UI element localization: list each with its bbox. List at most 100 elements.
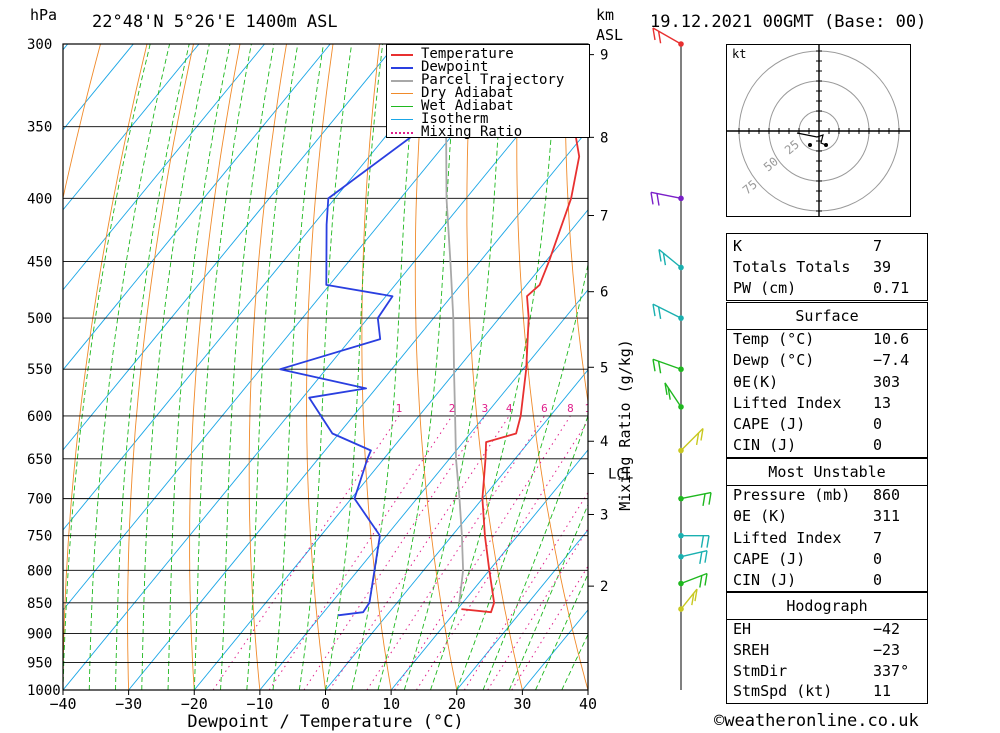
- wet-adiabat-line: [246, 44, 299, 690]
- hodograph-unit-label: kt: [732, 47, 746, 61]
- wet-adiabat-line: [377, 44, 459, 690]
- temperature-tick-label: −20: [181, 695, 208, 713]
- pressure-tick-label: 400: [27, 191, 52, 207]
- parcel-swatch: [391, 80, 413, 82]
- wet-adiabat-line: [272, 44, 324, 690]
- surface-title: Surface: [795, 307, 859, 325]
- copyright-link[interactable]: ©weatheronline.co.uk: [714, 711, 919, 731]
- wind-barb-flag: [704, 573, 708, 586]
- wind-barb-flag: [652, 303, 656, 317]
- km-tick-label: 5: [600, 360, 608, 376]
- wind-level-dot: [678, 447, 684, 454]
- hodograph-ring-label-50: 50: [761, 154, 781, 174]
- pressure-tick-label: 600: [27, 409, 52, 425]
- isotherm-line: [63, 44, 397, 451]
- wind-level-dot: [678, 195, 684, 202]
- wind-barb-flag: [702, 493, 706, 506]
- dewpoint-line: [279, 44, 453, 617]
- dry-adiabat-swatch: [391, 93, 413, 94]
- wind-barb: [680, 491, 712, 500]
- km-tick-label: 9: [600, 48, 608, 64]
- datetime-title: 19.12.2021 00GMT (Base: 00): [650, 12, 927, 32]
- mixing-ratio-axis-label: Mixing Ratio (g/kg): [616, 339, 634, 511]
- surface-row-temp: Temp (°C) 10.6: [733, 330, 910, 348]
- wet-adiabat-line: [508, 503, 588, 690]
- wind-barb: [658, 248, 682, 269]
- wind-barb-flag: [700, 535, 705, 548]
- temperature-tick-label: −10: [246, 695, 273, 713]
- pressure-tick-label: 700: [27, 492, 52, 508]
- wind-barb-flag: [699, 551, 703, 565]
- wind-barb: [652, 303, 682, 319]
- isotherm-line: [0, 44, 2, 690]
- wet-adiabat-line: [351, 44, 419, 690]
- hodograph-trace: [796, 132, 827, 146]
- temperature-tick-label: 40: [579, 695, 597, 713]
- hodo-row-stmdir: StmDir 337°: [733, 662, 910, 680]
- dry-adiabat-line: [466, 44, 523, 690]
- surface-panel: Surface Temp (°C) 10.6 Dewp (°C) −7.4 θE(K…: [726, 302, 928, 458]
- wind-barb-flag: [650, 192, 654, 205]
- index-row-totals: Totals Totals 39: [733, 258, 892, 276]
- temperature-tick-label: −30: [115, 695, 142, 713]
- isotherm-line: [325, 369, 588, 690]
- wet-adiabat-line: [325, 44, 384, 690]
- pressure-unit-label: hPa: [30, 6, 58, 24]
- wind-barb-flag: [694, 588, 698, 602]
- dry-adiabat-line: [938, 44, 1000, 690]
- wet-adiabat-line: [115, 44, 190, 690]
- km-tick-label: 8: [600, 130, 608, 146]
- wind-level-dot: [678, 553, 684, 560]
- wet-adiabat-line: [63, 44, 151, 690]
- wet-adiabat-swatch: [391, 106, 413, 107]
- wind-barb-flag: [691, 592, 695, 606]
- wind-barb-flag: [700, 428, 704, 441]
- hodograph-markers: [808, 143, 828, 147]
- pressure-tick-label: 800: [27, 563, 52, 579]
- most-unstable-title: Most Unstable: [768, 463, 886, 481]
- dry-adiabat-line: [564, 44, 588, 406]
- mixing-ratio-line: [329, 415, 510, 690]
- wind-barb-flag: [695, 432, 700, 446]
- wet-adiabat-line: [220, 44, 275, 690]
- isotherm-line: [63, 44, 200, 211]
- surface-row-thetae: θE(K) 303: [733, 373, 901, 391]
- mu-row-cape: CAPE (J) 0: [733, 550, 883, 568]
- pressure-tick-label: 300: [27, 37, 52, 53]
- wind-level-dot: [678, 580, 684, 587]
- hodograph-plot: 25 50 75 kt: [727, 45, 910, 216]
- most-unstable-panel: Most Unstable Pressure (mb) 860 θE (K) 311…: [726, 458, 928, 592]
- wind-barb-flag: [656, 193, 660, 206]
- pressure-tick-label: 1000: [27, 683, 61, 699]
- wind-barb-flag: [706, 535, 710, 548]
- mixing-ratio-line: [212, 415, 400, 690]
- isotherm-line: [390, 449, 588, 690]
- wind-barb-flag: [664, 382, 668, 396]
- mu-row-pressure: Pressure (mb) 860: [733, 486, 901, 504]
- wet-adiabat-line: [430, 44, 558, 690]
- km-tick-label: 4: [600, 434, 608, 450]
- mixing-ratio-swatch: [391, 132, 413, 134]
- wind-barb-flag: [662, 252, 667, 266]
- km-tick-label: 2: [600, 579, 608, 595]
- pressure-tick-label: 900: [27, 626, 52, 642]
- wet-adiabat-line: [535, 572, 588, 690]
- dry-adiabat-line: [306, 44, 334, 690]
- index-row-pw: PW (cm) 0.71: [733, 279, 910, 297]
- pressure-tick-label: 550: [27, 362, 52, 378]
- wind-barb: [652, 27, 682, 45]
- wind-barb-flag: [657, 361, 662, 374]
- isotherm-line: [63, 44, 462, 531]
- wind-barb: [680, 588, 698, 610]
- wind-level-dot: [678, 264, 684, 271]
- isotherm-swatch: [391, 119, 413, 120]
- wet-adiabat-line: [298, 44, 353, 690]
- hodograph-table-title: Hodograph: [786, 597, 868, 615]
- mu-row-thetae: θE (K) 311: [733, 507, 901, 525]
- mu-row-cin: CIN (J) 0: [733, 571, 883, 589]
- isotherm-line: [259, 289, 588, 690]
- mixing-ratio-label: 1: [396, 402, 403, 415]
- wind-barb-flag: [657, 31, 662, 44]
- mixing-ratio-line: [303, 415, 486, 690]
